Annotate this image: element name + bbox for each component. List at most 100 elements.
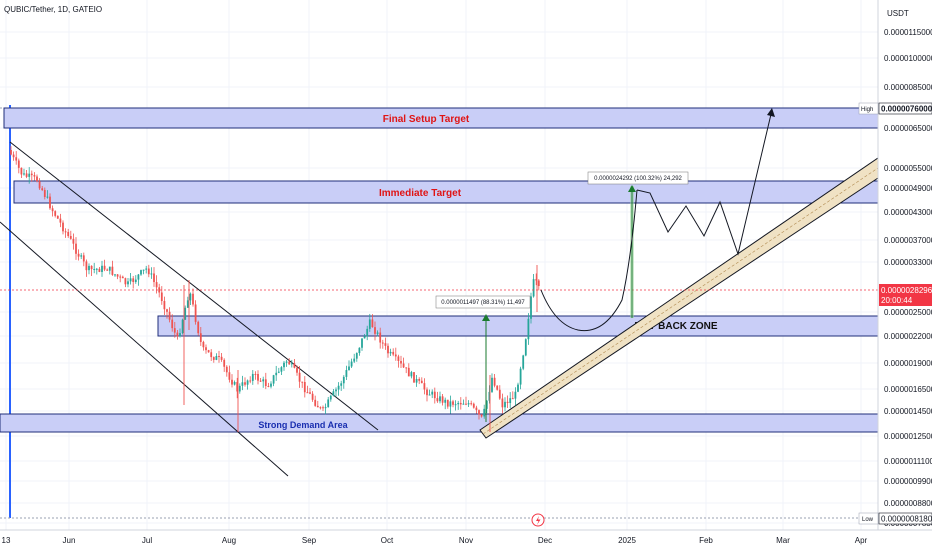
candle-body — [218, 356, 220, 358]
candle-body — [238, 385, 241, 392]
projection-curve[interactable] — [540, 189, 638, 332]
price-tick-label: 0.0000115000 — [884, 28, 932, 37]
candle-body — [366, 328, 369, 337]
candle-body — [88, 265, 90, 271]
candle-body — [67, 231, 70, 237]
candle-body — [179, 333, 181, 337]
price-tick-label: 0.0000065000 — [884, 124, 932, 133]
demand-zone[interactable] — [0, 413, 879, 433]
candle-body — [350, 361, 353, 367]
price-tick-label: 0.0000025000 — [884, 308, 932, 317]
candle-body — [189, 293, 192, 301]
candle-body — [524, 339, 527, 356]
candle-body — [335, 389, 337, 392]
candle-body — [127, 281, 129, 285]
candle-body — [493, 377, 496, 386]
candle-body — [153, 273, 155, 283]
candle-body — [114, 274, 116, 276]
candle-body — [465, 403, 467, 405]
candle-body — [249, 380, 252, 382]
candle-body — [498, 389, 501, 399]
candle-body — [176, 332, 179, 337]
lower-measure-box — [435, 295, 531, 309]
candle-body — [129, 278, 132, 282]
candle-body — [132, 278, 135, 282]
price-tick-label: 0.0000043000 — [884, 208, 932, 217]
candle-body — [108, 266, 111, 271]
candle-body — [150, 273, 153, 275]
price-tick-label: 0.0000014500 — [884, 407, 932, 416]
candle-body — [452, 401, 454, 405]
candle-body — [160, 292, 163, 302]
candle-body — [431, 391, 434, 395]
candle-body — [147, 268, 150, 275]
candle-body — [194, 304, 197, 322]
candle-body — [340, 383, 343, 386]
candle-body — [519, 368, 522, 385]
candle-body — [140, 270, 142, 275]
time-axis-panel[interactable] — [0, 530, 932, 550]
candle-body — [400, 360, 402, 364]
candle-body — [355, 353, 358, 359]
candle-body — [49, 196, 51, 209]
candle-body — [277, 371, 280, 373]
candle-body — [514, 391, 517, 399]
candle-body — [324, 407, 327, 409]
candle-body — [244, 382, 246, 385]
price-tick-label: 0.0000012500 — [884, 432, 932, 441]
time-tick-label: 13 — [2, 536, 11, 545]
candle-body — [413, 372, 415, 383]
candle-body — [420, 380, 423, 384]
candle-body — [293, 363, 296, 368]
candle-body — [231, 379, 233, 385]
candle-body — [163, 301, 166, 310]
price-tick-label: 0.0000019000 — [884, 359, 932, 368]
candle-body — [509, 398, 512, 404]
candle-body — [441, 396, 444, 403]
candle-body — [38, 181, 41, 189]
candle-body — [33, 175, 36, 177]
candle-body — [483, 408, 486, 417]
candle-body — [77, 253, 80, 257]
candle-body — [23, 173, 25, 175]
projection-zigzag[interactable] — [636, 109, 773, 256]
symbol-title: QUBIC/Tether, 1D, GATEIO — [4, 5, 102, 14]
candle-body — [181, 319, 184, 334]
candle-body — [98, 268, 101, 272]
candle-body — [329, 395, 332, 400]
candle-body — [488, 391, 491, 401]
candle-body — [454, 404, 457, 406]
time-tick-label: Dec — [538, 536, 552, 545]
high-tag-label: High — [861, 107, 873, 113]
candle-body — [215, 356, 218, 360]
candle-body — [59, 218, 62, 223]
candle-body — [342, 376, 345, 384]
countdown-text: 20:00:44 — [881, 296, 913, 305]
low-tag-label: Low — [862, 517, 874, 523]
upper-measure-text: 0.0000024292 (100.32%) 24,292 — [594, 176, 682, 182]
low-tag — [858, 512, 879, 525]
buy-back-label: BUY BACK ZONE — [634, 321, 717, 332]
candle-body — [69, 236, 72, 239]
lower-measure-text: 0.0000011497 (88.31%) 11,497 — [441, 300, 525, 306]
current-price-text: 0.0000028296 — [881, 286, 932, 295]
price-axis-panel[interactable] — [878, 0, 932, 530]
candle-body — [303, 382, 306, 393]
candle-body — [449, 401, 452, 407]
candle-body — [80, 255, 83, 257]
buy-back-zone[interactable] — [157, 315, 879, 337]
channel-lower-line[interactable] — [0, 221, 289, 477]
candle-body — [361, 338, 363, 348]
candle-body — [41, 188, 44, 190]
channel-upper-line[interactable] — [9, 141, 379, 431]
candle-body — [306, 392, 309, 394]
candle-body — [155, 282, 158, 288]
candle-body — [207, 350, 210, 353]
candle-body — [345, 370, 348, 377]
currency-label: USDT — [887, 9, 909, 18]
candle-body — [119, 276, 122, 278]
candle-body — [389, 351, 392, 354]
price-tick-label: 0.0000049000 — [884, 184, 932, 193]
high-price-text: 0.0000076000 — [881, 105, 932, 114]
